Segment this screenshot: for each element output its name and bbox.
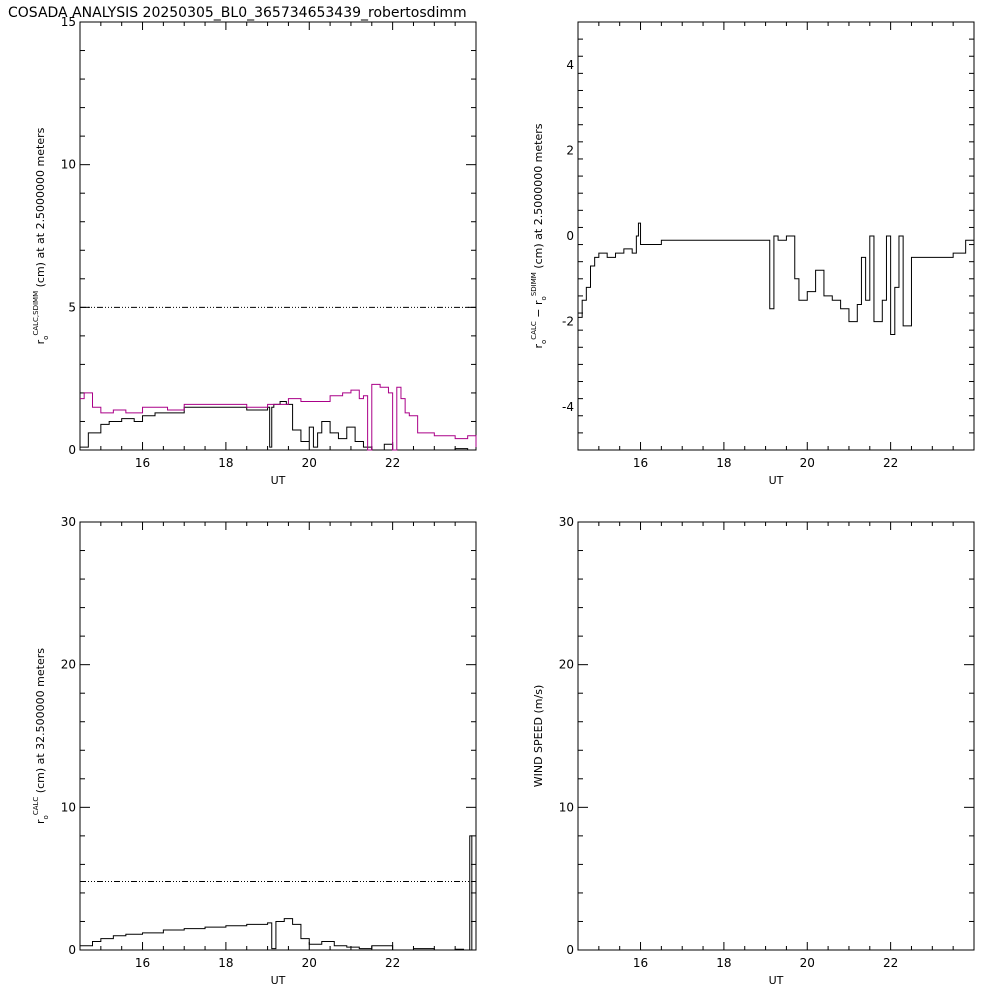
y-tick-label: 10: [61, 800, 76, 814]
y-tick-label: 20: [559, 658, 574, 672]
panel-p2: 16 18 20 22 -4 -2 0 2 4 UT roCALC − roSDIMM (cm) a…: [530, 21, 975, 487]
x-axis-label: UT: [769, 974, 784, 987]
series-line-1: [80, 383, 477, 451]
y-tick-label: 0: [566, 943, 574, 957]
x-tick-label: 16: [633, 956, 648, 970]
y-tick-label: 0: [68, 443, 76, 457]
y-axis-label: roCALC,SDIMM (cm) at at 2.5000000 meters: [32, 127, 50, 344]
series-line-0: [80, 835, 476, 951]
x-tick-label: 22: [883, 456, 898, 470]
y-tick-label: 5: [68, 300, 76, 314]
x-axis-label: UT: [769, 474, 784, 487]
y-tick-label: 20: [61, 658, 76, 672]
panel-p4: 16 18 20 22 0 10 20 30 UT WIND SPEED (m/s): [532, 515, 975, 987]
x-tick-label: 22: [883, 956, 898, 970]
x-tick-label: 20: [800, 956, 815, 970]
y-tick-label: 30: [559, 515, 574, 529]
x-tick-label: 22: [385, 456, 400, 470]
y-axis-label: roCALC (cm) at 32.500000 meters: [32, 648, 50, 824]
y-tick-label: -4: [562, 400, 574, 414]
y-tick-label: 10: [559, 800, 574, 814]
series-line-0: [80, 400, 477, 451]
plot-frame: [577, 521, 975, 951]
x-tick-label: 18: [716, 456, 731, 470]
series-line-0: [578, 222, 975, 335]
x-tick-label: 16: [135, 956, 150, 970]
x-tick-label: 16: [135, 456, 150, 470]
x-tick-label: 20: [302, 956, 317, 970]
x-tick-label: 16: [633, 456, 648, 470]
x-tick-label: 22: [385, 956, 400, 970]
y-tick-label: 2: [566, 143, 574, 157]
x-axis-label: UT: [271, 974, 286, 987]
x-tick-label: 18: [218, 956, 233, 970]
y-tick-label: -2: [562, 315, 574, 329]
y-axis-label: WIND SPEED (m/s): [532, 685, 545, 788]
y-tick-label: 4: [566, 58, 574, 72]
x-tick-label: 18: [218, 456, 233, 470]
panel-p3: 16 18 20 22 0 10 20 30 UT roCALC (cm) at 32.50000…: [32, 515, 477, 987]
panel-p1: 16 18 20 22 0 5 10 15 UT roCALC,SDIMM (cm) at at …: [32, 15, 477, 487]
x-tick-label: 20: [800, 456, 815, 470]
y-tick-label: 0: [68, 943, 76, 957]
figure-title: COSADA ANALYSIS 20250305_BL0_36573465343…: [8, 5, 467, 21]
x-tick-label: 18: [716, 956, 731, 970]
plot-frame: [79, 21, 477, 451]
y-axis-label: roCALC − roSDIMM (cm) at 2.5000000 meter…: [530, 123, 548, 348]
x-axis-label: UT: [271, 474, 286, 487]
x-tick-label: 20: [302, 456, 317, 470]
plot-frame: [79, 521, 477, 951]
y-tick-label: 15: [61, 15, 76, 29]
y-tick-label: 10: [61, 158, 76, 172]
y-tick-label: 0: [566, 229, 574, 243]
y-tick-label: 30: [61, 515, 76, 529]
